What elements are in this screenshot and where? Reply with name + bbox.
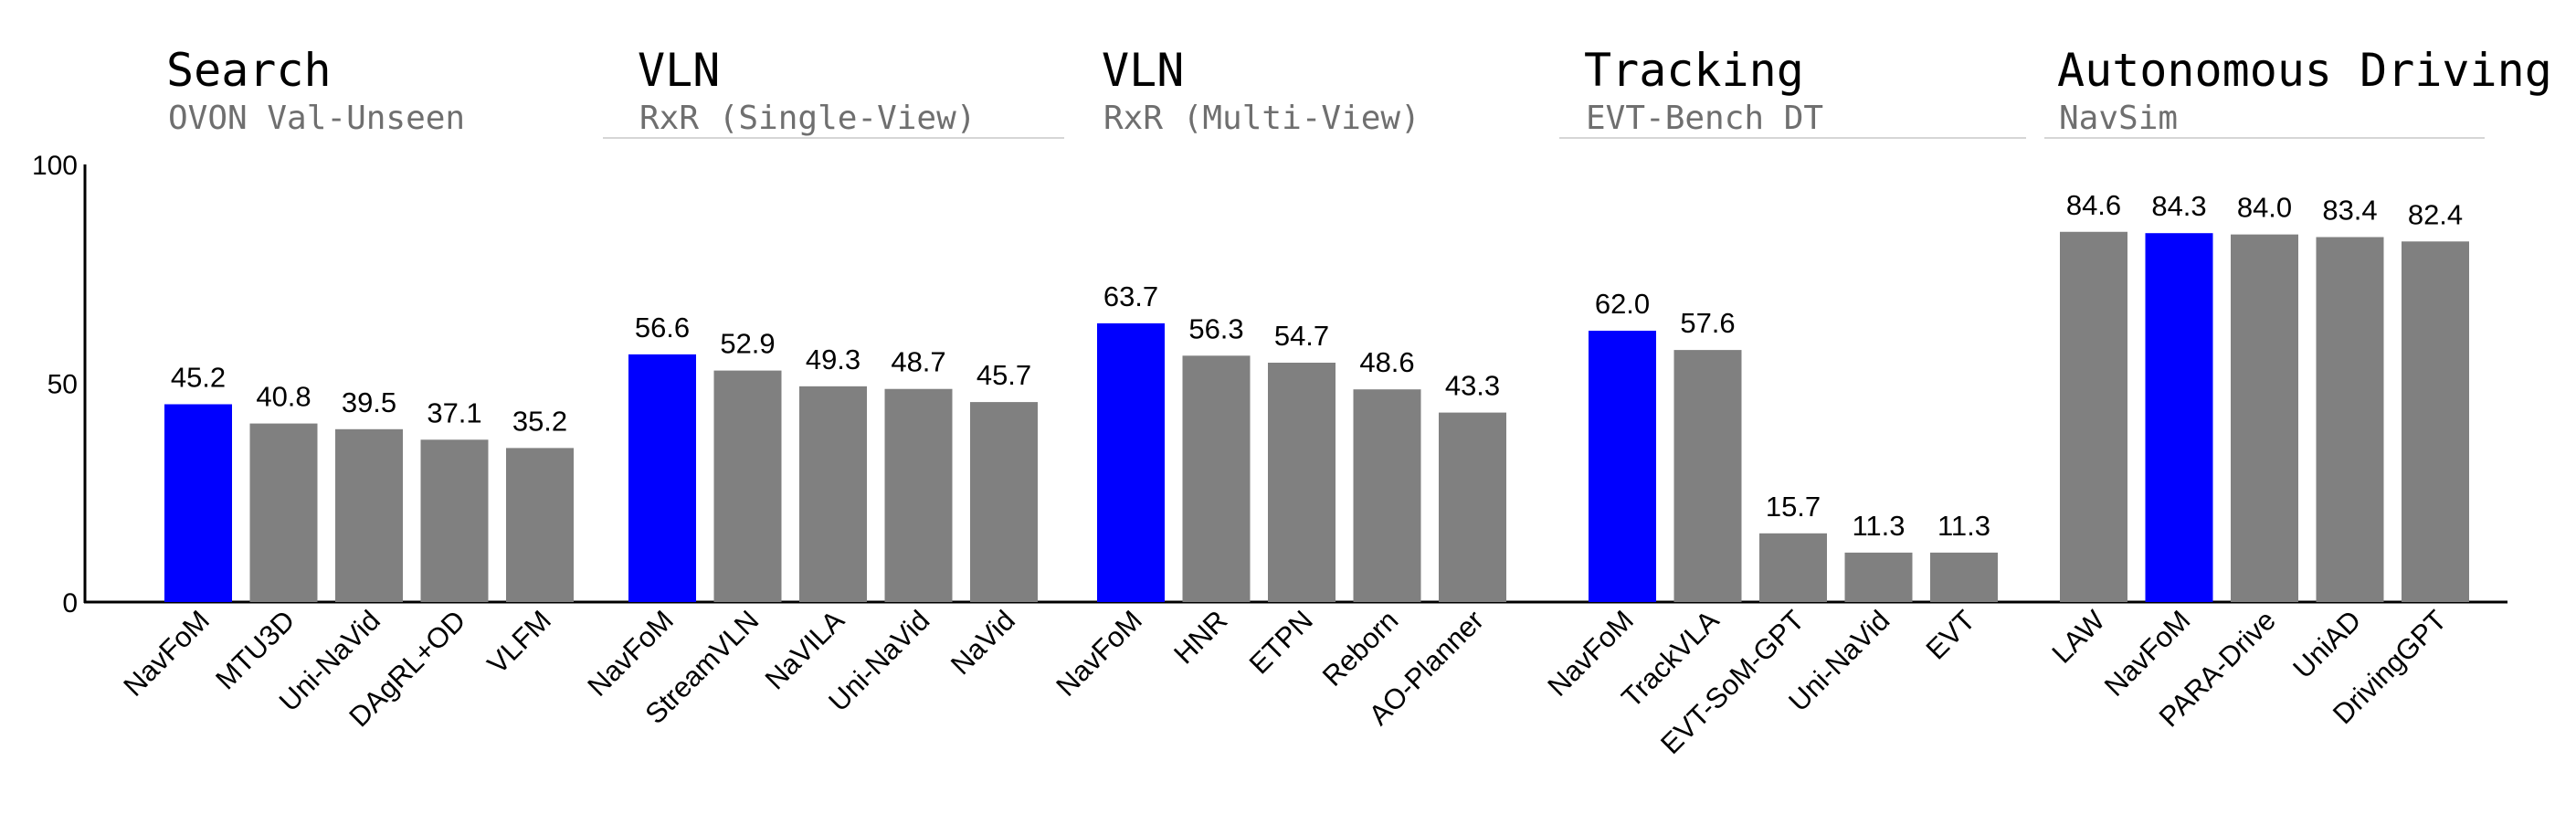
bar <box>420 439 489 602</box>
bar <box>1673 350 1742 602</box>
bar <box>1930 552 1998 602</box>
bar-value-label: 11.3 <box>1852 510 1905 542</box>
group-title: Tracking <box>1584 44 1804 97</box>
bar <box>1268 362 1336 602</box>
group-subtitle: RxR (Single-View) <box>639 100 977 137</box>
group-title: VLN <box>638 44 721 97</box>
bar-value-label: 82.4 <box>2408 198 2463 230</box>
bar <box>2060 231 2127 603</box>
y-tick-label: 100 <box>32 151 78 181</box>
bar-value-label: 56.6 <box>635 312 690 344</box>
bar-value-label: 84.3 <box>2151 190 2206 222</box>
bar-value-label: 49.3 <box>806 344 860 375</box>
y-tick-label: 0 <box>62 588 78 618</box>
bar <box>799 386 867 602</box>
bar <box>2316 237 2384 602</box>
bar-value-label: 84.0 <box>2237 192 2292 224</box>
bar-value-label: 57.6 <box>1680 307 1735 339</box>
bar-value-label: 39.5 <box>342 386 396 418</box>
bar <box>628 354 696 602</box>
bar-value-label: 48.6 <box>1359 346 1414 378</box>
bar-value-label: 54.7 <box>1274 320 1329 352</box>
bar <box>884 388 953 602</box>
bar-value-label: 52.9 <box>720 328 775 360</box>
bar-value-label: 43.3 <box>1445 370 1500 402</box>
x-tick-label: NavFoM <box>117 604 216 703</box>
bar <box>713 370 782 602</box>
bar <box>164 404 232 602</box>
bar <box>2145 233 2213 602</box>
bar <box>1844 552 1913 602</box>
bar <box>249 423 318 602</box>
bar <box>2402 241 2469 602</box>
bar <box>1353 389 1421 602</box>
bar-value-label: 48.7 <box>891 346 945 378</box>
group-subtitle: OVON Val-Unseen <box>168 100 466 137</box>
bar <box>1759 533 1827 602</box>
bar-value-label: 83.4 <box>2322 195 2377 227</box>
bar-value-label: 63.7 <box>1103 280 1158 312</box>
group-title: Search <box>166 44 332 97</box>
subtitle-divider <box>1559 137 2026 139</box>
x-tick-label: HNR <box>1167 604 1233 670</box>
bar-value-label: 45.2 <box>171 361 226 393</box>
bar-value-label: 11.3 <box>1937 510 1990 542</box>
x-tick-label: EVT <box>1920 604 1981 665</box>
bar <box>1097 322 1165 602</box>
bar <box>1439 412 1506 602</box>
group-subtitle: NavSim <box>2059 100 2179 137</box>
group-title: VLN <box>1102 44 1185 97</box>
bar <box>2231 234 2298 602</box>
subtitle-divider <box>2044 137 2485 139</box>
subtitle-divider <box>603 137 1064 139</box>
x-tick-label: VLFM <box>481 604 557 680</box>
bar <box>506 448 574 602</box>
bar-value-label: 40.8 <box>256 381 311 413</box>
bar <box>335 428 403 602</box>
bar-value-label: 35.2 <box>512 405 567 437</box>
bar <box>1589 331 1656 602</box>
y-tick-label: 50 <box>48 370 78 400</box>
bar-value-label: 45.7 <box>977 359 1031 391</box>
bar-value-label: 37.1 <box>427 396 481 428</box>
x-tick-label: NaVid <box>945 604 1021 681</box>
group-subtitle: RxR (Multi-View) <box>1103 100 1420 137</box>
x-tick-label: UniAD <box>2286 604 2367 684</box>
x-tick-label: LAW <box>2046 604 2112 670</box>
group-title: Autonomous Driving <box>2057 44 2552 97</box>
x-tick-label: ETPN <box>1243 604 1319 680</box>
bar-value-label: 84.6 <box>2066 189 2121 221</box>
bar-value-label: 62.0 <box>1595 288 1650 320</box>
bar <box>970 402 1038 602</box>
group-subtitle: EVT-Bench DT <box>1586 100 1824 137</box>
bar-value-label: 56.3 <box>1188 312 1243 344</box>
x-tick-label: NavFoM <box>1050 604 1148 703</box>
bar-value-label: 15.7 <box>1766 491 1821 523</box>
x-tick-label: EVT-SoM-GPT <box>1654 604 1811 760</box>
bar <box>1182 355 1251 602</box>
